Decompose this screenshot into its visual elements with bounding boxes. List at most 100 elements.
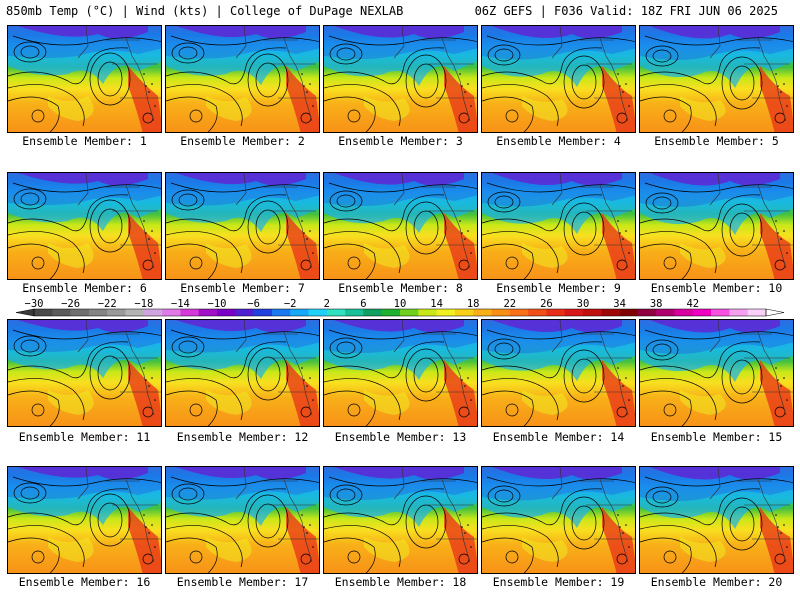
colorbar-swatch [583, 309, 602, 316]
ensemble-member-map [481, 25, 636, 133]
ensemble-member-label: Ensemble Member: 16 [18, 575, 151, 589]
ensemble-member-label: Ensemble Member: 7 [180, 281, 305, 295]
colorbar-swatch [271, 309, 291, 316]
colorbar-min-arrow [15, 308, 35, 317]
colorbar-tick-label: −22 [97, 298, 117, 310]
colorbar-swatch [692, 309, 712, 316]
colorbar-tick-label: −10 [207, 298, 227, 310]
colorbar-swatch [253, 309, 273, 316]
ensemble-member-label: Ensemble Member: 5 [654, 134, 779, 148]
colorbar-swatch [162, 309, 181, 316]
ensemble-member-label: Ensemble Member: 4 [496, 134, 621, 148]
colorbar-tick-label: −18 [134, 298, 154, 310]
colorbar-swatch [88, 309, 108, 316]
ensemble-member-label: Ensemble Member: 12 [176, 430, 309, 444]
ensemble-member-label: Ensemble Member: 3 [338, 134, 463, 148]
colorbar-swatch [70, 309, 90, 316]
ensemble-member-map [7, 319, 162, 427]
ensemble-member-map [481, 319, 636, 427]
ensemble-member-map [7, 172, 162, 280]
colorbar-swatch [217, 309, 236, 316]
colorbar-swatch [381, 309, 401, 316]
ensemble-member-map [7, 466, 162, 574]
ensemble-member-map [639, 466, 794, 574]
colorbar-swatch [509, 309, 529, 316]
colorbar-swatch [454, 309, 474, 316]
chart-title: 850mb Temp (°C) | Wind (kts) | College o… [6, 4, 404, 18]
ensemble-member-map [7, 25, 162, 133]
ensemble-member-map [481, 172, 636, 280]
colorbar-tick-label: 30 [576, 298, 590, 310]
colorbar-swatch [747, 309, 767, 316]
colorbar-tick-label: −30 [24, 298, 44, 310]
colorbar-swatch [180, 309, 199, 316]
ensemble-member-map [323, 319, 478, 427]
colorbar-tick-label: 10 [393, 298, 407, 310]
ensemble-member-map [323, 466, 478, 574]
ensemble-member-map [481, 466, 636, 574]
colorbar-tick-label: −14 [170, 298, 190, 310]
ensemble-member-label: Ensemble Member: 8 [338, 281, 463, 295]
ensemble-member-label: Ensemble Member: 17 [176, 575, 309, 589]
colorbar-tick-label: 14 [430, 298, 443, 310]
ensemble-member-map [639, 172, 794, 280]
colorbar-tick-label: 22 [503, 298, 517, 310]
ensemble-member-map [323, 172, 478, 280]
ensemble-member-label: Ensemble Member: 2 [180, 134, 305, 148]
colorbar-tick-label: 26 [540, 298, 553, 310]
colorbar-swatch [528, 309, 547, 316]
colorbar-swatch [546, 309, 565, 316]
colorbar-swatch [601, 309, 620, 316]
ensemble-member-label: Ensemble Member: 15 [650, 430, 783, 444]
ensemble-member-map [639, 319, 794, 427]
ensemble-member-label: Ensemble Member: 14 [492, 430, 625, 444]
colorbar-tick-label: −6 [247, 298, 260, 310]
ensemble-member-map [165, 172, 320, 280]
colorbar-swatch [143, 309, 163, 316]
ensemble-member-map [165, 466, 320, 574]
colorbar-swatch [473, 309, 492, 316]
colorbar-tick-label: −26 [61, 298, 81, 310]
ensemble-member-label: Ensemble Member: 19 [492, 575, 625, 589]
ensemble-member-label: Ensemble Member: 20 [650, 575, 783, 589]
model-run-info: 06Z GEFS | F036 Valid: 18Z FRI JUN 06 20… [474, 4, 778, 18]
colorbar-tick-label: 38 [649, 298, 663, 310]
colorbar-swatch [400, 309, 419, 316]
ensemble-member-label: Ensemble Member: 9 [496, 281, 621, 295]
colorbar-tick-label: 6 [360, 298, 367, 310]
colorbar-swatch [235, 309, 254, 316]
ensemble-member-map [165, 319, 320, 427]
colorbar-swatch [326, 309, 346, 316]
colorbar-swatch [637, 309, 657, 316]
colorbar-swatch [674, 309, 694, 316]
ensemble-member-label: Ensemble Member: 13 [334, 430, 467, 444]
colorbar-swatch [656, 309, 675, 316]
ensemble-member-map [639, 25, 794, 133]
colorbar-swatch [711, 309, 730, 316]
colorbar-swatch [290, 309, 309, 316]
colorbar-swatch [436, 309, 456, 316]
colorbar-swatch [52, 309, 71, 316]
temperature-colorbar [15, 308, 785, 317]
colorbar-swatch [491, 309, 511, 316]
ensemble-member-map [165, 25, 320, 133]
colorbar-swatch [363, 309, 382, 316]
colorbar-swatch [418, 309, 437, 316]
colorbar-tick-label: 2 [323, 298, 330, 310]
colorbar-swatch [198, 309, 218, 316]
ensemble-member-label: Ensemble Member: 1 [22, 134, 147, 148]
colorbar-swatch [729, 309, 748, 316]
colorbar-swatch [345, 309, 364, 316]
ensemble-member-label: Ensemble Member: 18 [334, 575, 467, 589]
ensemble-member-label: Ensemble Member: 6 [22, 281, 147, 295]
ensemble-member-map [323, 25, 478, 133]
colorbar-tick-label: 42 [686, 298, 700, 310]
colorbar-swatch [107, 309, 126, 316]
colorbar-tick-label: 34 [613, 298, 626, 310]
colorbar-swatch [564, 309, 584, 316]
colorbar-swatch [619, 309, 639, 316]
colorbar-max-arrow [765, 308, 785, 317]
ensemble-member-label: Ensemble Member: 10 [650, 281, 783, 295]
ensemble-member-label: Ensemble Member: 11 [18, 430, 151, 444]
colorbar-tick-label: 18 [466, 298, 480, 310]
